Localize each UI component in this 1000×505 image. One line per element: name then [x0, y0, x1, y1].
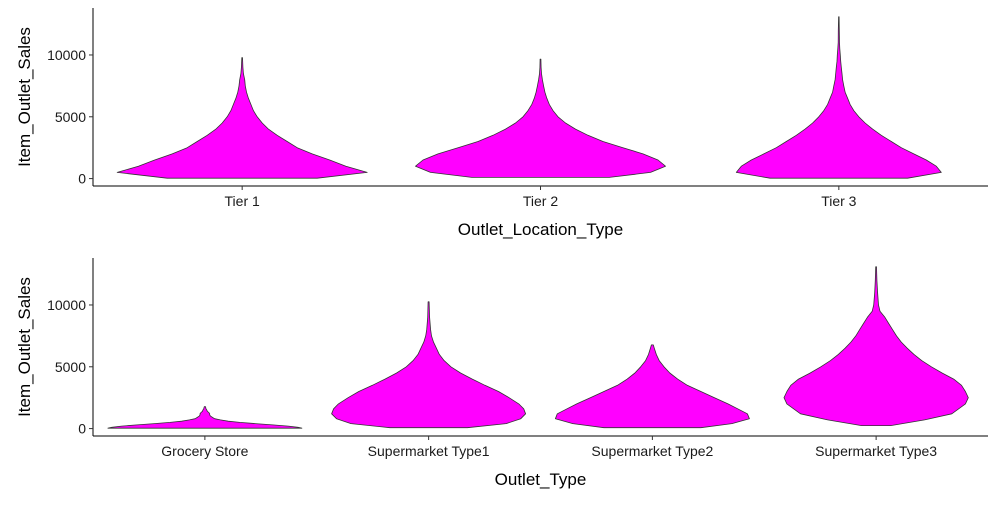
- y-axis-title: Item_Outlet_Sales: [15, 27, 34, 167]
- x-axis-title: Outlet_Type: [495, 470, 587, 489]
- y-tick-label: 10000: [47, 47, 86, 63]
- violin-supermarket-type2: [555, 344, 750, 429]
- y-ticks: 0 5000 10000: [47, 297, 93, 437]
- panel-outlet-location-type: 0 5000 10000 Tier 1 Tier 2 Tier 3 Outlet_Loc…: [15, 8, 988, 239]
- violin-group: [116, 16, 942, 179]
- violin-tier-3: [735, 16, 942, 179]
- x-tick-label: Supermarket Type1: [368, 443, 490, 459]
- violin-tier-1: [116, 57, 368, 179]
- y-axis-title: Item_Outlet_Sales: [15, 277, 34, 417]
- violin-tier-2: [415, 58, 666, 178]
- x-tick-label: Tier 2: [523, 193, 558, 209]
- x-tick-label: Grocery Store: [161, 443, 248, 459]
- x-ticks: Grocery Store Supermarket Type1 Supermarke…: [161, 436, 937, 459]
- y-tick-label: 5000: [55, 359, 86, 375]
- x-tick-label: Supermarket Type2: [591, 443, 713, 459]
- x-ticks: Tier 1 Tier 2 Tier 3: [225, 186, 857, 209]
- violin-group: [107, 266, 969, 429]
- x-tick-label: Supermarket Type3: [815, 443, 937, 459]
- violin-supermarket-type1: [331, 301, 526, 429]
- x-tick-label: Tier 1: [225, 193, 260, 209]
- y-tick-label: 0: [78, 171, 86, 187]
- y-tick-label: 5000: [55, 109, 86, 125]
- x-axis-title: Outlet_Location_Type: [458, 220, 623, 239]
- panel-outlet-type: 0 5000 10000 Grocery Store Supermarket Type…: [15, 258, 988, 489]
- y-ticks: 0 5000 10000: [47, 47, 93, 187]
- y-tick-label: 0: [78, 421, 86, 437]
- y-tick-label: 10000: [47, 297, 86, 313]
- x-tick-label: Tier 3: [821, 193, 856, 209]
- violin-supermarket-type3: [783, 266, 969, 426]
- violin-grocery-store: [107, 406, 303, 429]
